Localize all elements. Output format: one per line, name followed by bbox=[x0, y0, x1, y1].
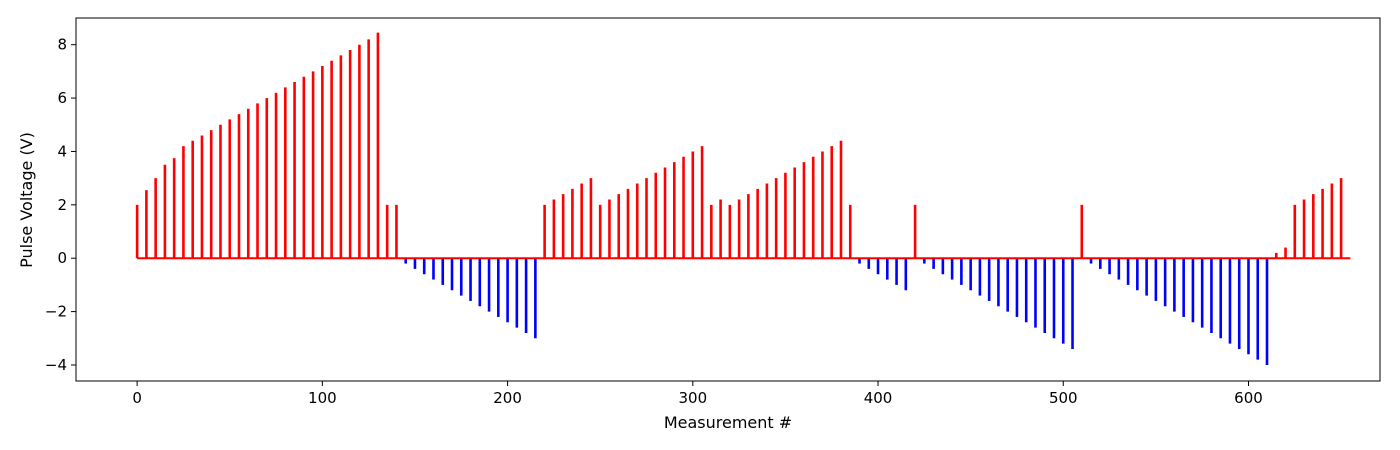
x-tick-label: 200 bbox=[493, 389, 522, 407]
y-tick-label: 8 bbox=[57, 36, 67, 54]
x-tick-label: 600 bbox=[1234, 389, 1263, 407]
plot-area bbox=[76, 18, 1380, 381]
x-tick-label: 400 bbox=[864, 389, 893, 407]
plot-frame bbox=[75, 17, 1381, 382]
y-tick-label: 6 bbox=[57, 89, 67, 107]
y-tick-label: 2 bbox=[57, 196, 67, 214]
x-tick-label: 0 bbox=[132, 389, 142, 407]
y-tick-label: 0 bbox=[57, 249, 67, 267]
y-tick-label: −2 bbox=[45, 303, 67, 321]
chart-marks bbox=[135, 32, 1351, 365]
x-tick-label: 100 bbox=[308, 389, 337, 407]
x-axis-label: Measurement # bbox=[664, 413, 792, 432]
y-axis-label: Pulse Voltage (V) bbox=[17, 132, 36, 268]
x-tick-label: 300 bbox=[678, 389, 707, 407]
y-tick-label: 4 bbox=[57, 142, 67, 160]
y-tick-label: −4 bbox=[45, 356, 67, 374]
axis-ticks: 0 100 200 300 400 500 600 −4 −2 0 2 4 6 8 bbox=[45, 36, 1263, 407]
x-tick-label: 500 bbox=[1049, 389, 1078, 407]
